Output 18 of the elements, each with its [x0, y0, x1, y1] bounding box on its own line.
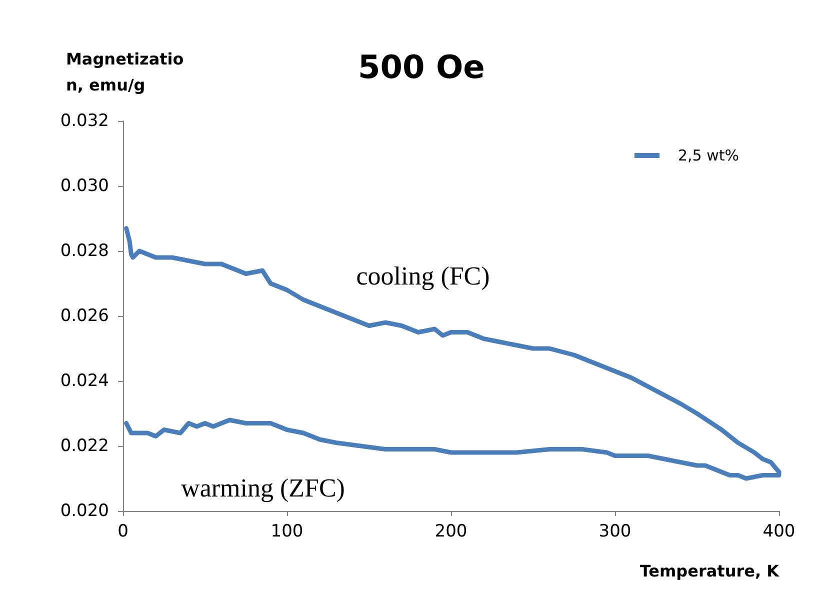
annotation: warming (ZFC) [181, 474, 345, 502]
legend-label: 2,5 wt% [678, 146, 740, 164]
y-tick-label: 0.022 [60, 436, 109, 456]
y-tick-label: 0.026 [60, 306, 109, 326]
y-tick-label: 0.028 [60, 241, 109, 261]
x-tick-label: 300 [598, 522, 632, 542]
x-tick-label: 200 [434, 522, 468, 542]
x-axis-title: Temperature, K [640, 562, 780, 580]
y-tick-label: 0.032 [60, 111, 109, 131]
chart-title: 500 Oe [358, 48, 485, 86]
y-tick-label: 0.024 [60, 371, 109, 391]
y-tick-label: 0.030 [60, 176, 109, 196]
x-tick-label: 100 [270, 522, 304, 542]
y-axis-title: Magnetization, emu/g [66, 50, 184, 94]
x-tick-label: 400 [762, 522, 796, 542]
y-tick-label: 0.020 [60, 501, 109, 521]
annotation: cooling (FC) [356, 262, 490, 290]
x-tick-label: 0 [118, 522, 128, 542]
